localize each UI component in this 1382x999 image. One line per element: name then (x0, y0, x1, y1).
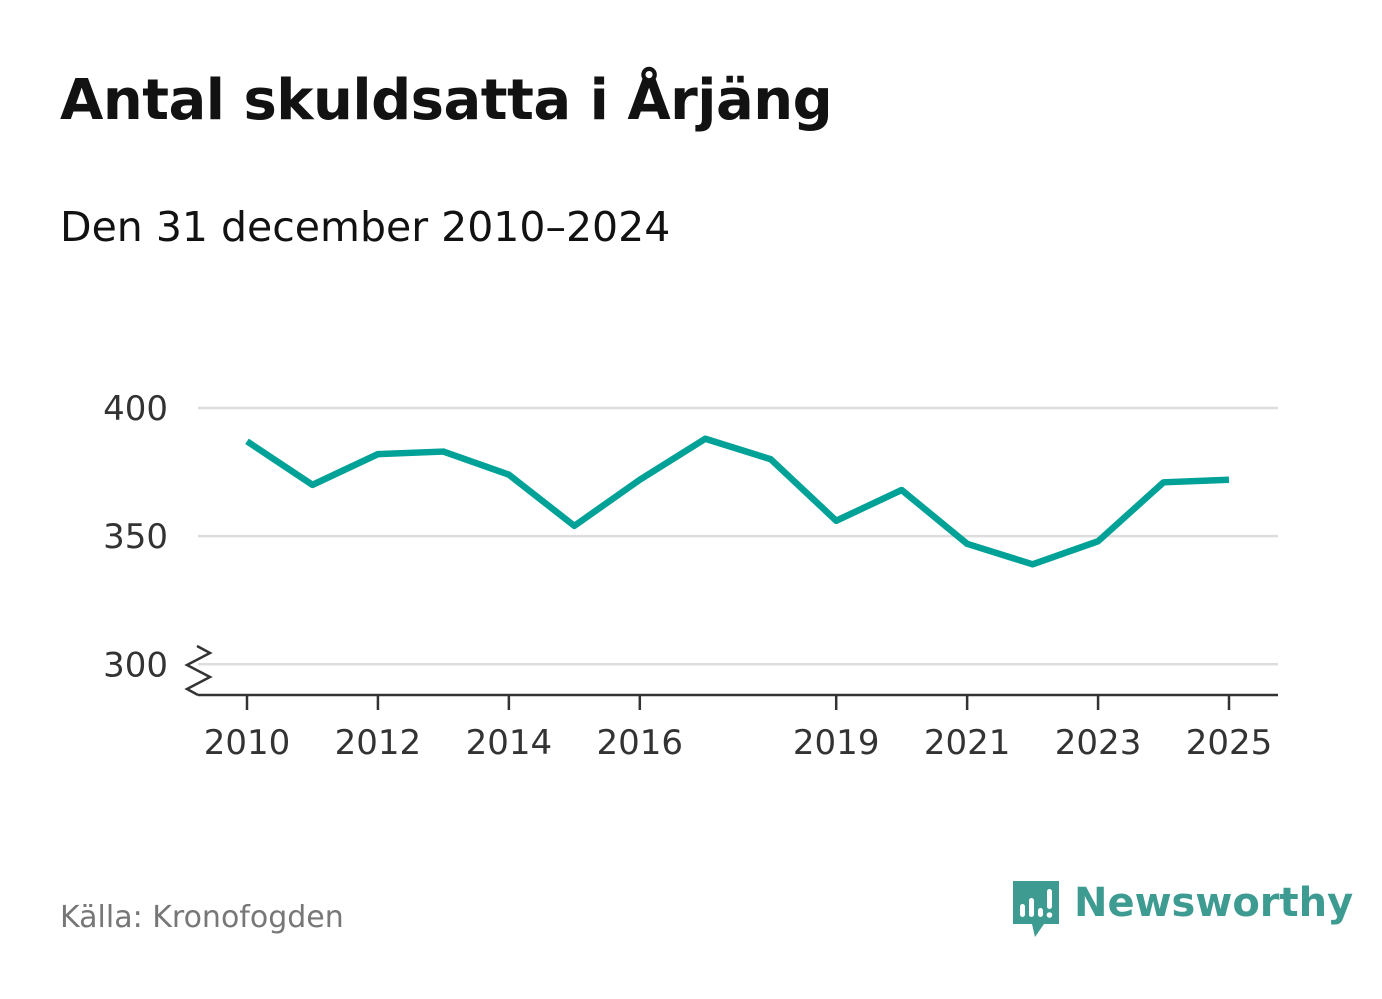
x-tick-label: 2025 (1186, 723, 1273, 763)
x-tick-label: 2016 (597, 723, 684, 763)
brand-name: Newsworthy (1074, 880, 1354, 926)
grid-lines (198, 406, 1278, 666)
chart-title: Antal skuldsatta i Årjäng (60, 68, 833, 133)
x-tick-label: 2012 (335, 723, 422, 763)
chart-subtitle: Den 31 december 2010–2024 (60, 203, 671, 251)
x-tick-label: 2023 (1055, 723, 1142, 763)
newsworthy-logo[interactable]: Newsworthy (1010, 878, 1353, 942)
x-tick-label: 2021 (924, 723, 1011, 763)
x-tick-label: 2014 (466, 723, 553, 763)
axis-break-icon (184, 644, 213, 697)
x-axis-ticks: 2010 2012 2014 2016 2019 2021 2023 2025 (204, 695, 1273, 763)
series-layer (245, 435, 1230, 568)
x-tick-label: 2019 (793, 723, 880, 763)
y-axis-ticks: 300 350 400 (103, 389, 168, 685)
y-tick-label: 350 (103, 517, 168, 557)
newsworthy-logo-icon (1013, 881, 1059, 937)
series-line (245, 435, 1230, 568)
y-tick-label: 300 (103, 645, 168, 685)
y-tick-label: 400 (103, 389, 168, 429)
x-tick-label: 2010 (204, 723, 291, 763)
source-note: Källa: Kronofogden (60, 900, 344, 935)
